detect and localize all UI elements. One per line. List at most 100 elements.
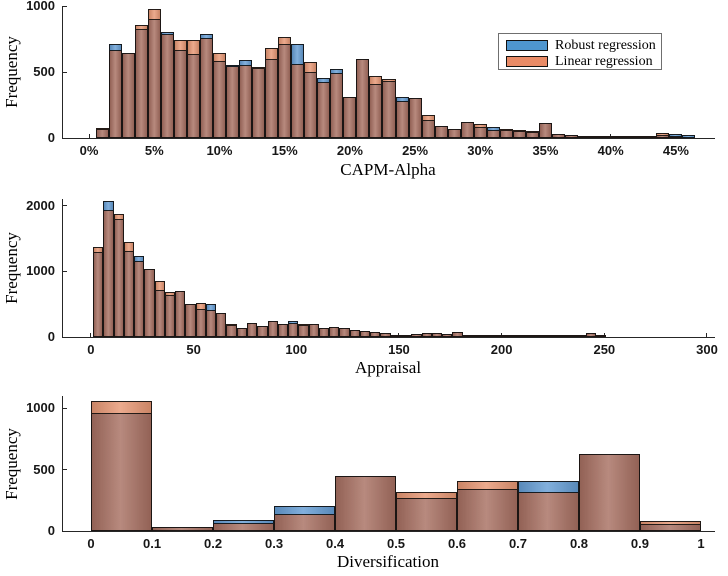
- histogram-bar-overlap: [335, 475, 396, 531]
- x-tick-label: 5%: [144, 143, 164, 158]
- histogram-bar-robust-cap: [134, 255, 145, 263]
- histogram-bar-linear-cap: [134, 24, 148, 31]
- x-tick-label: 50: [186, 342, 201, 357]
- y-tick-label: 0: [47, 329, 55, 344]
- histogram-bar-overlap: [552, 134, 566, 138]
- histogram-bar-overlap: [565, 134, 579, 138]
- histogram-bar-robust-cap: [108, 44, 122, 51]
- histogram-bar-robust-cap: [288, 320, 299, 324]
- histogram-bar-overlap: [421, 333, 432, 337]
- histogram-bar-overlap: [513, 335, 525, 337]
- histogram-bar-linear-cap: [298, 323, 309, 326]
- histogram-bar-overlap: [382, 80, 396, 138]
- histogram-bar-overlap: [291, 64, 305, 138]
- histogram-bar-robust-cap: [103, 200, 114, 211]
- x-axis-label-appraisal: Appraisal: [354, 358, 422, 377]
- histogram-bar-overlap: [472, 335, 484, 337]
- histogram-bar-overlap: [173, 50, 187, 138]
- histogram-bar-robust-cap: [669, 134, 683, 138]
- histogram-bar-overlap: [575, 335, 586, 337]
- histogram-bar-robust-cap: [199, 34, 213, 40]
- y-tick: [63, 71, 67, 73]
- histogram-bar-robust-cap: [274, 506, 335, 516]
- histogram-bar-overlap: [617, 136, 631, 138]
- y-tick: [63, 336, 67, 338]
- histogram-bar-overlap: [380, 333, 391, 337]
- x-tick-label: 0.7: [508, 536, 528, 551]
- histogram-bar-linear-cap: [304, 62, 318, 73]
- histogram-bar-overlap: [457, 488, 518, 531]
- x-tick-label: 0.4: [325, 536, 345, 551]
- x-tick-label: 150: [388, 342, 410, 357]
- histogram-bar-overlap: [298, 324, 309, 337]
- histogram-bar-overlap: [431, 333, 443, 337]
- y-tick-label: 0: [47, 130, 55, 145]
- histogram-bar-overlap: [473, 127, 487, 138]
- legend-swatch-robust-regression: [506, 40, 548, 51]
- x-tick-label: 0%: [79, 143, 99, 158]
- histogram-bar-linear-cap: [525, 130, 539, 133]
- x-tick-label: 0.2: [203, 536, 223, 551]
- histogram-bar-overlap: [308, 324, 319, 337]
- histogram-bar-robust-cap: [239, 60, 253, 67]
- histogram-bar-linear-cap: [91, 400, 153, 415]
- y-axis-label-appraisal: Frequency: [2, 232, 21, 304]
- histogram-bar-overlap: [134, 261, 145, 337]
- histogram-bar-overlap: [639, 524, 701, 531]
- histogram-bar-linear-cap: [656, 133, 670, 137]
- histogram-bar-linear-cap: [164, 291, 176, 297]
- histogram-bar-overlap: [460, 122, 474, 138]
- histogram-bar-overlap: [274, 514, 335, 531]
- x-tick-label: 100: [285, 342, 308, 357]
- histogram-bar-overlap: [147, 18, 161, 138]
- histogram-bar-overlap: [108, 49, 122, 138]
- histogram-bar-linear-cap: [195, 302, 206, 311]
- histogram-bar-overlap: [144, 269, 155, 337]
- histogram-bar-overlap: [493, 335, 504, 337]
- histogram-bar-overlap: [517, 491, 579, 531]
- histogram-bar-linear-cap: [512, 129, 526, 132]
- histogram-bar-linear-cap: [95, 127, 109, 130]
- y-tick-label: 1000: [26, 400, 55, 416]
- y-tick-label: 1000: [26, 263, 55, 279]
- histogram-bar-overlap: [92, 251, 104, 337]
- histogram-bar-overlap: [411, 334, 422, 337]
- histogram-bar-linear-cap: [499, 128, 513, 132]
- histogram-bar-overlap: [246, 322, 258, 337]
- histogram-bar-overlap: [390, 335, 401, 337]
- histogram-bar-linear-cap: [382, 79, 396, 82]
- histogram-bar-overlap: [343, 97, 357, 138]
- x-tick-label: 0: [87, 342, 95, 357]
- histogram-bar-overlap: [160, 33, 174, 138]
- x-tick-label: 0.6: [447, 536, 467, 551]
- histogram-bar-overlap: [596, 335, 607, 337]
- y-tick: [63, 5, 67, 7]
- histogram-bar-overlap: [304, 72, 318, 138]
- histogram-bar-overlap: [164, 295, 176, 337]
- histogram-bar-linear-cap: [457, 481, 518, 490]
- histogram-bar-overlap: [356, 59, 370, 138]
- histogram-bar-overlap: [317, 81, 331, 138]
- histogram-bar-overlap: [318, 328, 330, 337]
- histogram-bar-linear-cap: [265, 48, 279, 60]
- histogram-bar-overlap: [121, 52, 135, 138]
- legend-label-linear-regression: Linear regression: [555, 53, 653, 69]
- histogram-bar-overlap: [277, 323, 289, 337]
- histogram-bar-linear-cap: [278, 37, 292, 45]
- histogram-bar-robust-cap: [395, 97, 409, 103]
- histogram-bar-overlap: [288, 322, 299, 337]
- x-tick-label: 25%: [402, 143, 429, 158]
- histogram-bar-overlap: [534, 335, 545, 337]
- histogram-bar-overlap: [630, 136, 644, 138]
- histogram-bar-linear-cap: [396, 491, 457, 500]
- histogram-bar-overlap: [359, 331, 371, 337]
- histogram-bar-robust-cap: [160, 31, 174, 35]
- histogram-bar-overlap: [95, 128, 109, 138]
- x-tick-label: 0: [87, 536, 95, 551]
- x-tick-label: 0.9: [630, 536, 650, 551]
- histogram-bar-overlap: [91, 413, 153, 531]
- histogram-bar-overlap: [408, 98, 422, 138]
- histogram-bar-overlap: [369, 83, 383, 138]
- histogram-bar-overlap: [154, 290, 165, 337]
- histogram-bar-robust-cap: [291, 43, 305, 66]
